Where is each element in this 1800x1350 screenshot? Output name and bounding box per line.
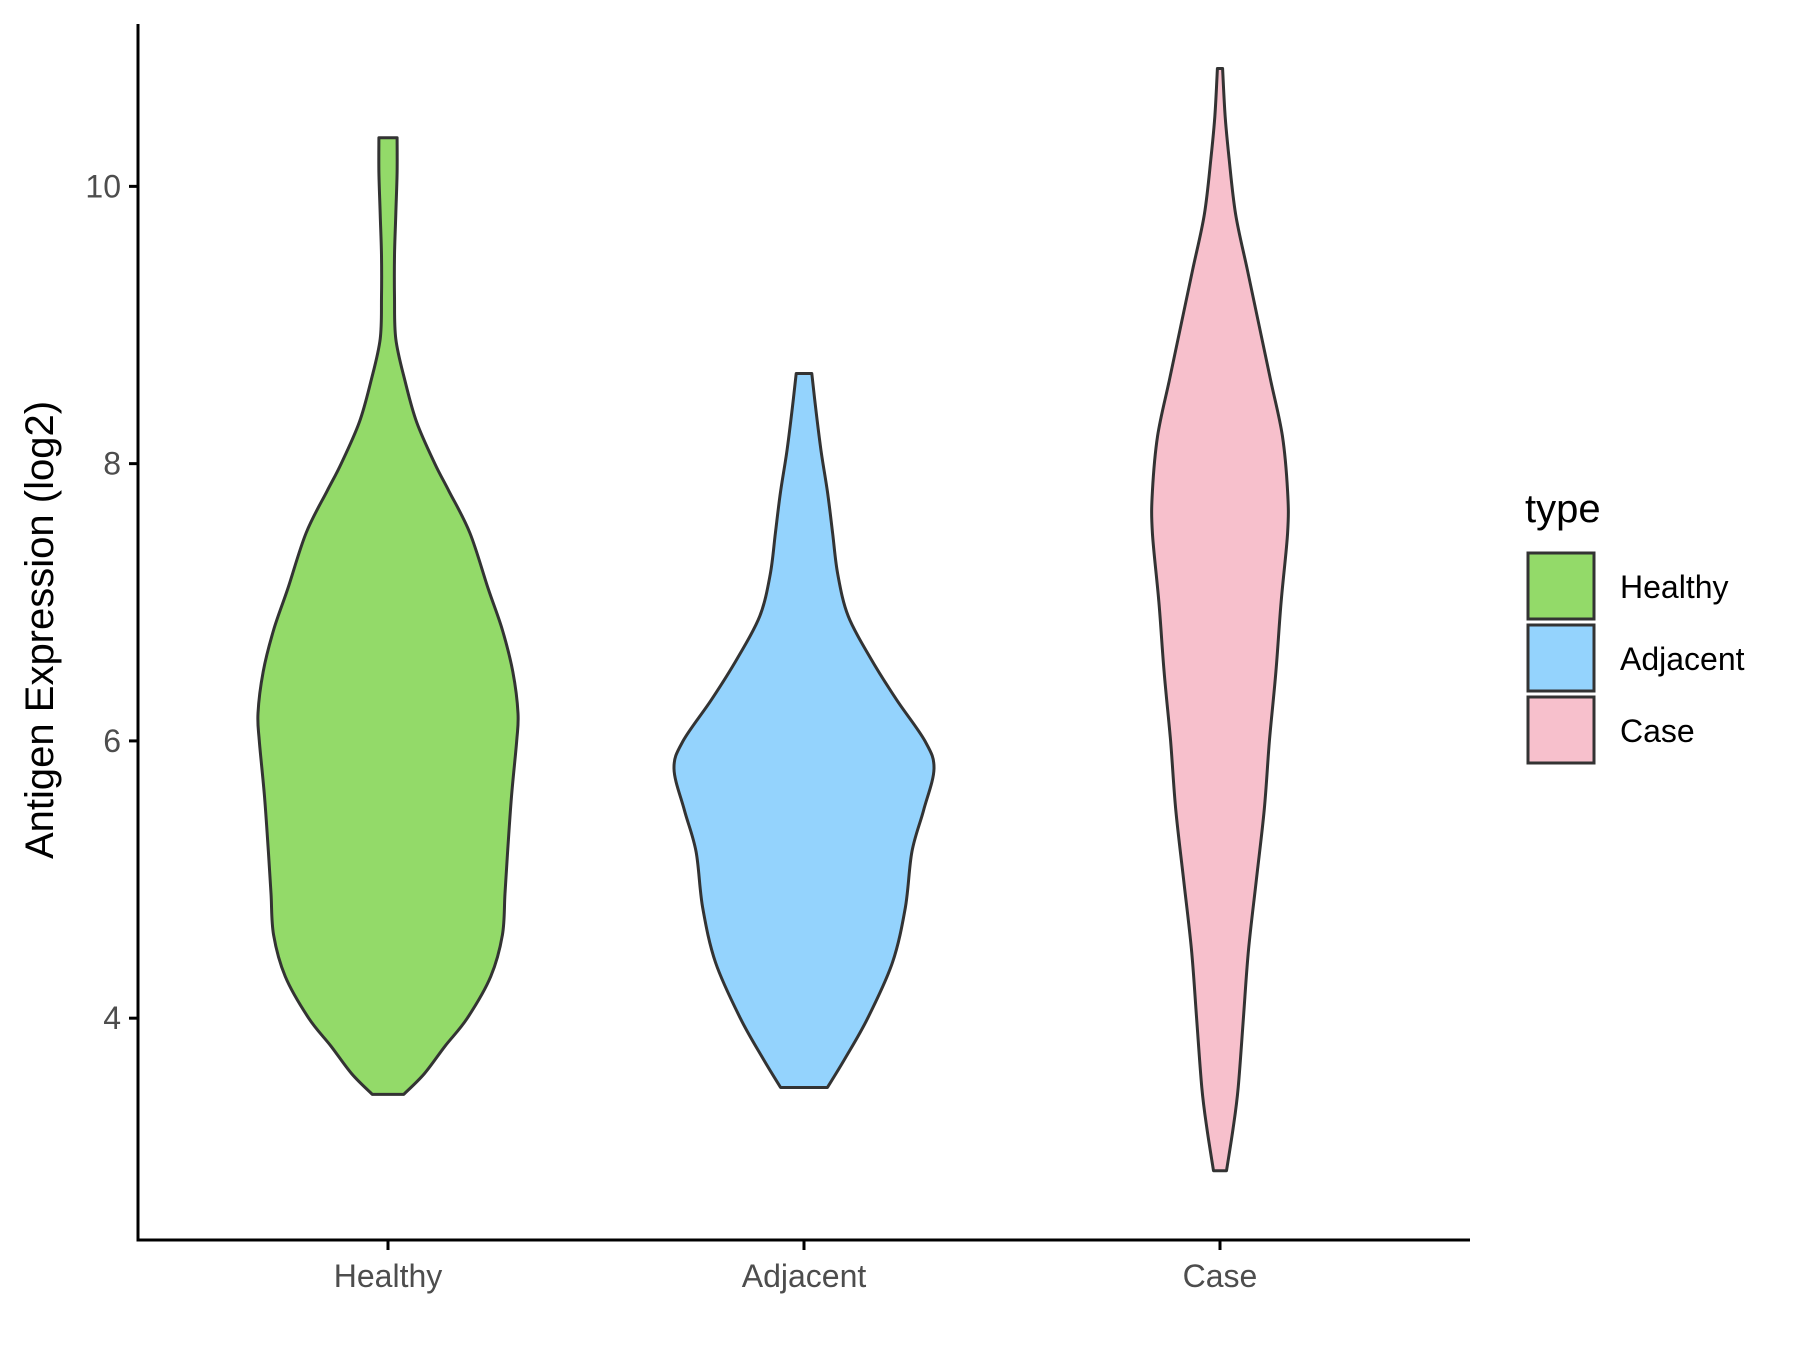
- y-axis-ticks: 4 6 8 10: [85, 168, 138, 1036]
- x-tick-label: Adjacent: [742, 1258, 867, 1294]
- x-tick-label: Case: [1183, 1258, 1258, 1294]
- violin-case: [1150, 67, 1290, 1173]
- y-axis-title: Antigen Expression (log2): [18, 401, 62, 859]
- legend-key-adjacent: [1526, 623, 1596, 693]
- legend-label-case: Case: [1620, 713, 1695, 749]
- y-tick-label: 8: [103, 446, 121, 482]
- x-tick-label: Healthy: [334, 1258, 443, 1294]
- legend-label-healthy: Healthy: [1620, 569, 1729, 605]
- plot-area: [256, 67, 1290, 1173]
- legend-title: type: [1525, 487, 1601, 531]
- y-tick-label: 10: [85, 168, 121, 204]
- legend: type Healthy Adjacent Case: [1525, 487, 1745, 765]
- legend-key-case: [1526, 695, 1596, 765]
- violin-adjacent: [672, 372, 936, 1089]
- legend-key-healthy: [1526, 551, 1596, 621]
- legend-label-adjacent: Adjacent: [1620, 641, 1745, 677]
- violin-healthy: [256, 136, 520, 1096]
- y-tick-label: 4: [103, 1000, 121, 1036]
- y-tick-label: 6: [103, 723, 121, 759]
- x-axis-ticks: Healthy Adjacent Case: [334, 1240, 1258, 1294]
